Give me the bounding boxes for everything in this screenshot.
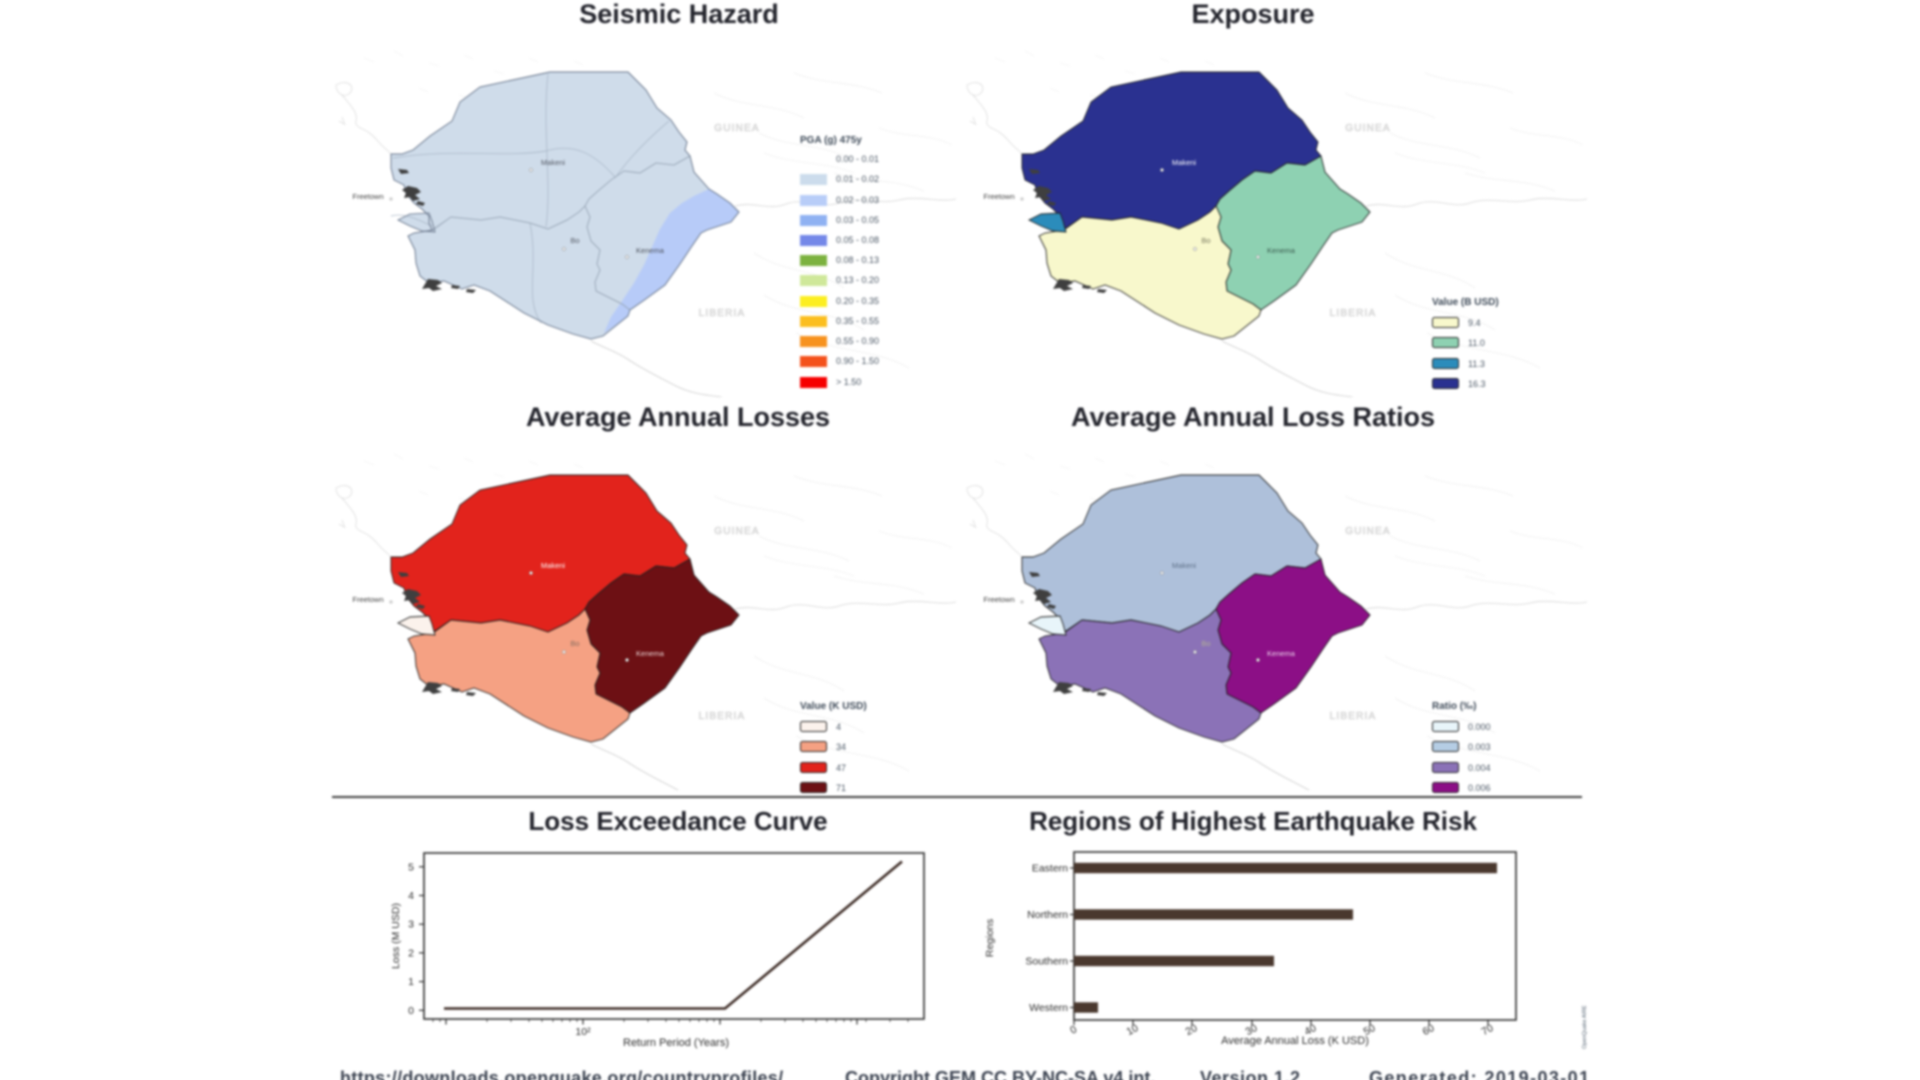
svg-text:60: 60 <box>1421 1022 1437 1038</box>
svg-text:Regions: Regions <box>985 919 996 958</box>
svg-text:5: 5 <box>408 861 414 873</box>
svg-text:40: 40 <box>1303 1022 1319 1038</box>
svg-text:Freetown: Freetown <box>983 192 1014 201</box>
svg-text:Northern: Northern <box>1027 909 1068 921</box>
svg-text:3: 3 <box>408 919 414 931</box>
svg-text:70: 70 <box>1480 1022 1496 1038</box>
svg-text:Kenema: Kenema <box>636 246 665 255</box>
svg-text:10: 10 <box>1125 1022 1141 1038</box>
svg-text:Average Annual Loss (K USD): Average Annual Loss (K USD) <box>1221 1035 1369 1047</box>
svg-text:Bo: Bo <box>1201 639 1210 648</box>
svg-text:2: 2 <box>408 947 414 959</box>
svg-text:Makeni: Makeni <box>541 561 566 570</box>
svg-text:50: 50 <box>1362 1022 1378 1038</box>
svg-text:Makeni: Makeni <box>1172 158 1197 167</box>
svg-text:Makeni: Makeni <box>541 158 566 167</box>
svg-text:Freetown: Freetown <box>352 595 383 604</box>
svg-text:Kenema: Kenema <box>1267 649 1296 658</box>
svg-text:Bo: Bo <box>570 236 579 245</box>
svg-text:Bo: Bo <box>570 639 579 648</box>
svg-text:Kenema: Kenema <box>636 649 665 658</box>
svg-text:0: 0 <box>1068 1023 1079 1036</box>
svg-text:0: 0 <box>408 1005 414 1017</box>
svg-text:4: 4 <box>408 890 414 902</box>
svg-text:Eastern: Eastern <box>1032 863 1068 875</box>
svg-text:Loss (M USD): Loss (M USD) <box>390 903 402 969</box>
svg-text:20: 20 <box>1184 1022 1200 1038</box>
svg-text:Makeni: Makeni <box>1172 561 1197 570</box>
svg-text:Freetown: Freetown <box>352 192 383 201</box>
svg-text:Southern: Southern <box>1025 956 1068 968</box>
svg-text:30: 30 <box>1244 1022 1260 1038</box>
svg-text:Bo: Bo <box>1201 236 1210 245</box>
svg-text:Kenema: Kenema <box>1267 246 1296 255</box>
svg-text:Return Period (Years): Return Period (Years) <box>623 1037 729 1049</box>
svg-text:1: 1 <box>408 976 414 988</box>
svg-text:OpenQuake AIRE: OpenQuake AIRE <box>1582 1005 1588 1049</box>
svg-text:Western: Western <box>1029 1002 1068 1014</box>
svg-text:Freetown: Freetown <box>983 595 1014 604</box>
svg-text:10²: 10² <box>575 1026 591 1038</box>
